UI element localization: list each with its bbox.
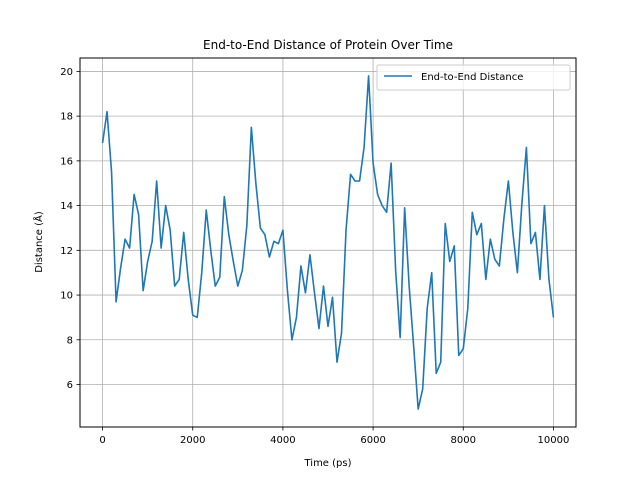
x-axis-label: Time (ps) xyxy=(303,458,351,469)
x-axis: 0 2000 4000 6000 8000 10000 xyxy=(99,427,569,446)
chart-title: End-to-End Distance of Protein Over Time xyxy=(203,38,453,52)
x-tick-label: 4000 xyxy=(270,435,295,446)
x-tick-label: 2000 xyxy=(180,435,205,446)
x-tick-label: 10000 xyxy=(538,435,570,446)
y-tick-label: 10 xyxy=(60,291,73,302)
y-axis: 6 8 10 12 14 16 18 20 xyxy=(60,67,80,391)
plot-frame xyxy=(79,57,577,428)
x-tick-label: 0 xyxy=(99,435,105,446)
y-tick-label: 16 xyxy=(60,156,73,167)
legend: End-to-End Distance xyxy=(376,64,571,91)
series-line xyxy=(101,75,555,410)
x-tick-label: 6000 xyxy=(360,435,385,446)
y-tick-label: 18 xyxy=(60,112,73,123)
data-line-layer xyxy=(101,75,555,410)
y-tick-label: 12 xyxy=(60,246,73,257)
y-tick-label: 20 xyxy=(60,67,73,78)
y-tick-label: 14 xyxy=(60,201,73,212)
legend-box xyxy=(376,64,571,91)
x-tick-label: 8000 xyxy=(451,435,476,446)
y-tick-label: 6 xyxy=(67,380,73,391)
y-axis-label: Distance (Å) xyxy=(32,211,45,273)
legend-label: End-to-End Distance xyxy=(421,72,523,83)
y-tick-label: 8 xyxy=(67,335,73,346)
